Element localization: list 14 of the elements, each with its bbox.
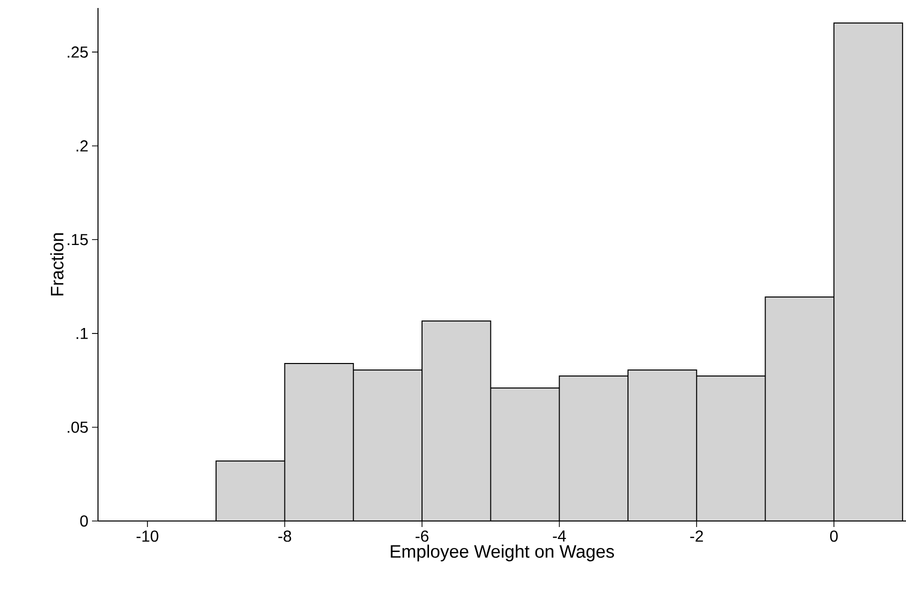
x-tick-label: -6 [416,530,428,542]
x-tick-label: -10 [136,530,158,542]
y-tick-label: .2 [76,140,88,152]
y-tick-label: .25 [68,46,88,58]
y-axis-title: Fraction [50,233,64,296]
x-tick-label: -4 [552,530,566,542]
x-tick-label: -8 [278,530,292,542]
y-tick-label: .1 [76,328,88,339]
x-tick-label: 0 [830,530,838,542]
y-tick-label: 0 [80,515,88,527]
x-axis-title: Employee Weight on Wages [390,544,614,562]
y-tick-label: .05 [68,422,88,433]
x-tick-label: -2 [690,530,703,542]
y-tick-label: .15 [68,234,88,246]
